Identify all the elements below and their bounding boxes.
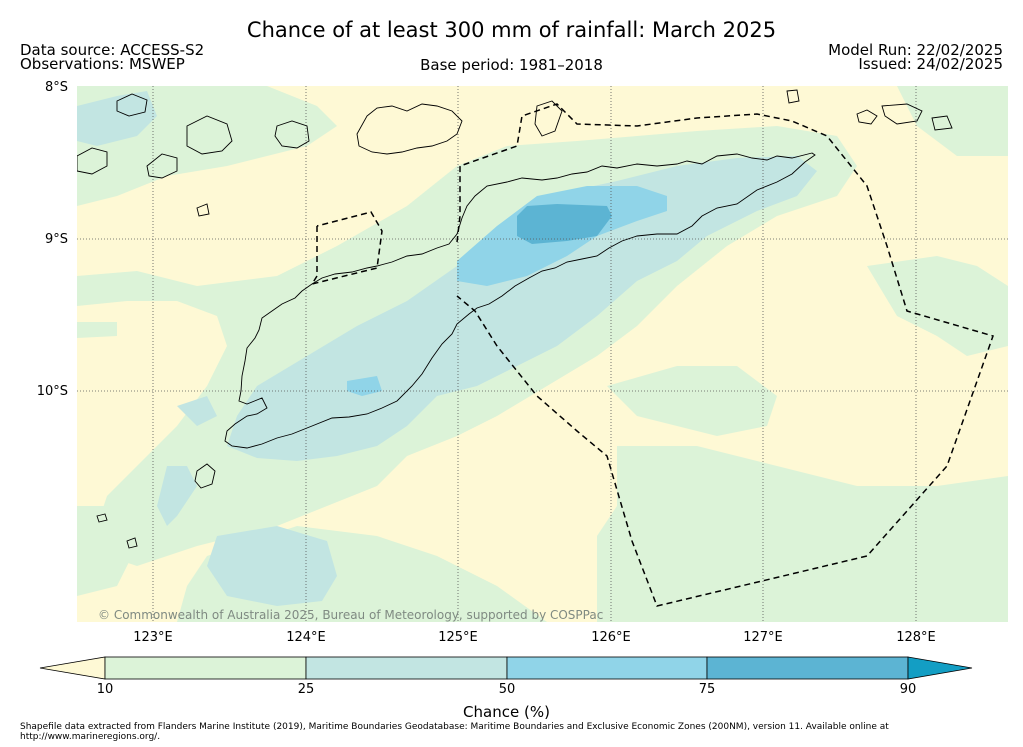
colorbar-seg-below-10 <box>39 656 106 680</box>
lon-label-125e: 125°E <box>438 630 478 645</box>
colorbar-tick-90: 90 <box>899 682 917 697</box>
lat-label-10s: 10°S <box>36 384 68 399</box>
eez-boundaries <box>310 103 994 607</box>
lon-label-123e: 123°E <box>133 630 173 645</box>
rainfall-chance-map <box>77 86 1008 622</box>
colorbar-tick-75: 75 <box>698 682 716 697</box>
model-run-label: Model Run: 22/02/2025 <box>828 41 1003 59</box>
data-source-label: Data source: ACCESS-S2 <box>20 41 205 59</box>
lon-label-124e: 124°E <box>286 630 326 645</box>
colorbar-title: Chance (%) <box>463 703 550 721</box>
colorbar-tick-50: 50 <box>498 682 516 697</box>
colorbar-seg-50-75 <box>506 656 708 680</box>
base-period-label: Base period: 1981–2018 <box>420 56 603 74</box>
colorbar-seg-10-25 <box>104 656 307 680</box>
colorbar-seg-above-90 <box>907 656 973 680</box>
coastlines <box>77 89 953 549</box>
lon-label-126e: 126°E <box>591 630 631 645</box>
copyright-credit: © Commonwealth of Australia 2025, Bureau… <box>98 608 604 622</box>
colorbar-tick-25: 25 <box>297 682 315 697</box>
lon-label-127e: 127°E <box>743 630 783 645</box>
map-title: Chance of at least 300 mm of rainfall: M… <box>246 18 777 42</box>
lon-label-128e: 128°E <box>896 630 936 645</box>
colorbar <box>39 656 973 680</box>
shapefile-url: http://www.marineregions.org/. <box>20 732 161 742</box>
observations-label: Observations: MSWEP <box>20 55 185 73</box>
shapefile-attribution: Shapefile data extracted from Flanders M… <box>20 722 889 732</box>
colorbar-tick-10: 10 <box>96 682 114 697</box>
lat-label-8s: 8°S <box>44 80 68 95</box>
colorbar-seg-25-50 <box>305 656 508 680</box>
map-grid <box>77 86 1008 622</box>
colorbar-seg-75-90 <box>706 656 909 680</box>
lat-label-9s: 9°S <box>44 232 68 247</box>
issued-label: Issued: 24/02/2025 <box>858 55 1003 73</box>
fill-75-90 <box>517 204 612 244</box>
